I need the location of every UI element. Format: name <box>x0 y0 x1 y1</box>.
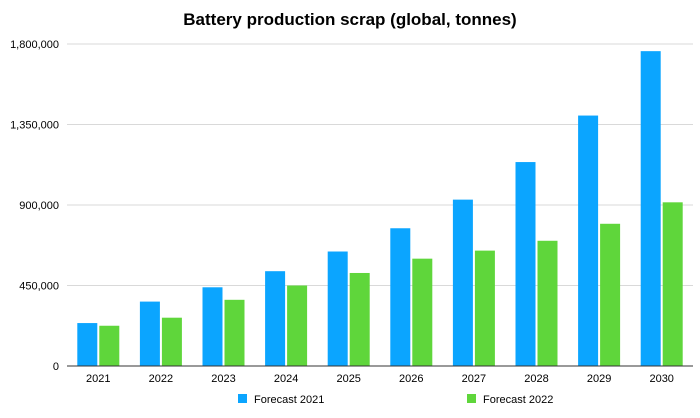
bar <box>578 115 599 366</box>
y-tick-label: 450,000 <box>19 281 59 293</box>
bar <box>640 51 661 367</box>
bar <box>452 199 473 366</box>
bar <box>224 299 245 366</box>
x-tick-label: 2021 <box>86 373 110 385</box>
x-tick-label: 2023 <box>211 373 235 385</box>
legend-swatch <box>467 394 476 403</box>
bar <box>600 223 621 366</box>
x-tick-label: 2026 <box>399 373 423 385</box>
legend-label: Forecast 2022 <box>483 394 553 406</box>
bar <box>77 323 98 366</box>
bar <box>139 301 160 366</box>
x-tick-label: 2022 <box>149 373 173 385</box>
x-tick-label: 2024 <box>274 373 298 385</box>
bar <box>412 258 433 366</box>
x-tick-label: 2028 <box>524 373 548 385</box>
legend-swatch <box>238 394 247 403</box>
bar <box>662 202 683 366</box>
bar <box>202 287 223 366</box>
x-tick-label: 2027 <box>462 373 486 385</box>
bar <box>390 228 411 366</box>
y-tick-label: 900,000 <box>19 200 59 212</box>
bar <box>161 317 182 366</box>
y-tick-label: 1,800,000 <box>10 39 59 51</box>
x-tick-label: 2030 <box>649 373 673 385</box>
bar <box>265 271 286 366</box>
bar <box>287 285 308 366</box>
bar <box>537 240 558 366</box>
bar <box>515 162 536 366</box>
legend-label: Forecast 2021 <box>254 394 324 406</box>
bar <box>349 272 370 366</box>
x-tick-label: 2029 <box>587 373 611 385</box>
x-tick-label: 2025 <box>336 373 360 385</box>
chart-title: Battery production scrap (global, tonnes… <box>183 10 517 29</box>
bar <box>474 250 495 366</box>
bar <box>327 251 348 366</box>
y-tick-label: 1,350,000 <box>10 120 59 132</box>
bar <box>99 325 120 366</box>
y-tick-label: 0 <box>53 361 59 373</box>
